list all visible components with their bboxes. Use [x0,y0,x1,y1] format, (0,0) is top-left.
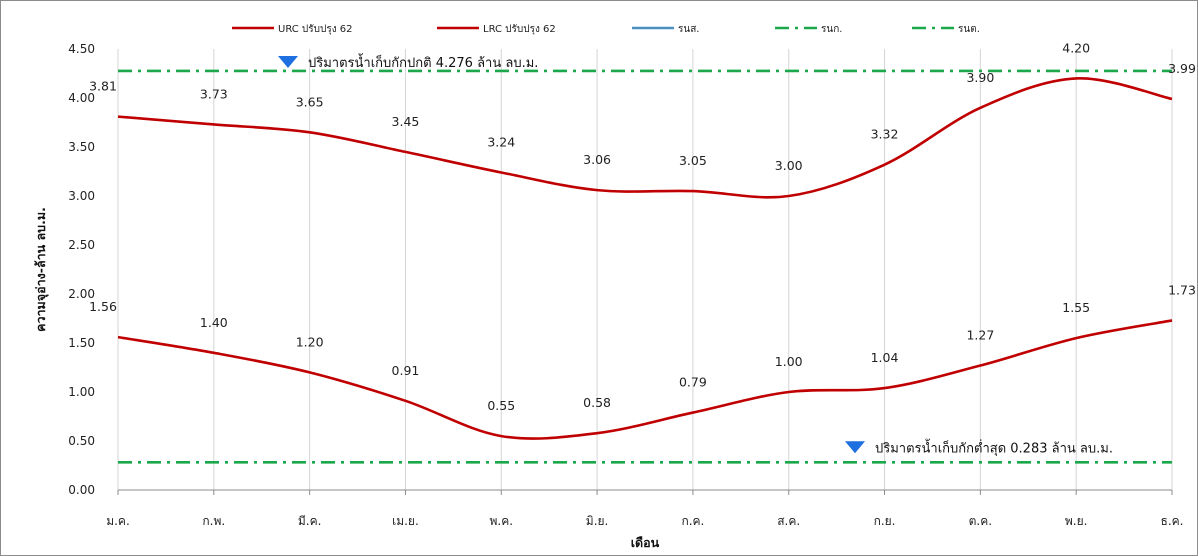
y-tick-label: 3.50 [68,140,95,154]
y-tick-label: 0.00 [68,483,95,497]
legend-label: รนก. [821,24,842,35]
legend-label: URC ปรับปรุง 62 [278,24,353,35]
y-tick-label: 2.00 [68,287,95,301]
data-label: 0.58 [583,395,611,410]
x-tick-label: ก.ย. [874,514,896,528]
x-axis-title: เดือน [631,535,660,550]
data-label: 3.90 [966,70,994,85]
data-label: 3.00 [775,158,803,173]
data-label: 1.27 [966,328,994,343]
data-label: 1.56 [89,299,117,314]
data-label: 1.73 [1168,282,1196,297]
data-labels: 3.81 3.73 3.65 3.45 3.24 3.06 3.05 3.00 3.32 3.90… [89,40,1196,413]
data-label: 0.91 [392,363,420,378]
data-label: 1.55 [1062,300,1090,315]
x-tick-label: เม.ย. [392,514,419,528]
data-label: 1.04 [871,350,899,365]
data-label: 3.05 [679,153,707,168]
y-tick-label: 1.00 [68,385,95,399]
y-tick-label: 4.50 [68,42,95,56]
x-tick-label: ก.พ. [202,514,225,528]
data-label: 3.06 [583,152,611,167]
y-tick-label: 2.50 [68,238,95,252]
annotation-text: ปริมาตรน้ำเก็บกักปกติ 4.276 ล้าน ลบ.ม. [308,53,538,71]
legend: URC ปรับปรุง 62 LRC ปรับปรุง 62 รนส. รนก. รน… [232,24,980,35]
data-label: 3.73 [200,86,228,101]
data-label: 3.24 [487,134,515,149]
y-tick-labels: 0.00 0.50 1.00 1.50 2.00 2.50 3.00 3.50 4.00 4.50 [68,42,95,497]
x-tick-label: ก.ค. [681,514,704,528]
series-line-1 [117,319,1173,440]
x-tick-label: พ.ย. [1065,514,1088,528]
y-axis-title: ความจุอ่าง-ล้าน ลบ.ม. [33,207,49,332]
data-label: 3.65 [296,94,324,109]
data-label: 1.20 [296,334,324,349]
data-label: 0.55 [487,398,515,413]
y-tick-label: 0.50 [68,434,95,448]
data-label: 0.79 [679,375,707,390]
x-tick-label: มี.ค. [298,514,322,528]
annotation-marker-icon [278,55,298,68]
x-tick-label: ธ.ค. [1161,514,1184,528]
y-tick-label: 4.00 [68,91,95,105]
grid [117,49,1173,490]
data-label: 4.20 [1062,40,1090,55]
x-tick-label: ต.ค. [969,514,992,528]
legend-label: รนต. [958,24,980,35]
annotation-marker-icon [845,441,865,454]
data-label: 3.99 [1168,61,1196,76]
data-label: 1.00 [775,354,803,369]
annotations: ปริมาตรน้ำเก็บกักปกติ 4.276 ล้าน ลบ.ม. ปร… [278,53,1113,456]
data-label: 3.45 [392,114,420,129]
series-line-0 [117,77,1173,199]
reference-lines [118,69,1172,464]
series-lines [117,77,1173,440]
annotation-text: ปริมาตรน้ำเก็บกักต่ำสุด 0.283 ล้าน ลบ.ม. [875,438,1113,456]
x-tick-label: ม.ค. [106,514,130,528]
data-label: 3.81 [89,79,117,94]
data-label: 3.32 [871,127,899,142]
x-tick-label: พ.ค. [489,514,513,528]
data-label: 1.40 [200,315,228,330]
x-tick-label: มิ.ย. [586,514,609,528]
legend-label: รนส. [678,24,700,35]
x-tick-label: ส.ค. [777,514,800,528]
y-tick-label: 1.50 [68,336,95,350]
y-tick-label: 3.00 [68,189,95,203]
legend-label: LRC ปรับปรุง 62 [483,24,556,35]
x-tick-labels: ม.ค. ก.พ. มี.ค. เม.ย. พ.ค. มิ.ย. ก.ค. ส.ค. ก.ย. ต… [106,490,1183,528]
